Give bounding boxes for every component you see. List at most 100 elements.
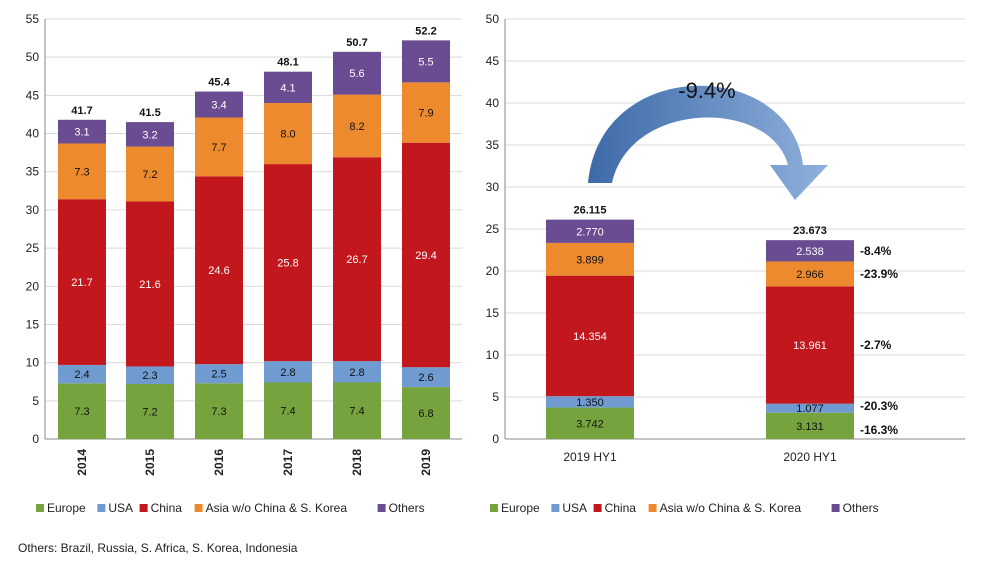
bar-segment-asia-w-o-china-s-korea — [126, 146, 174, 202]
legend-swatch-asia-w-o-china-s-korea — [194, 504, 203, 512]
data-label: 7.3 — [74, 166, 89, 178]
total-label: 45.4 — [208, 77, 230, 89]
legend-entry-europe: Europe — [47, 501, 86, 515]
legend-swatch-others — [831, 504, 840, 512]
data-label: 2.538 — [796, 246, 824, 258]
legend-swatch-china — [593, 504, 602, 512]
y-tick-label: 5 — [492, 390, 499, 404]
data-label: 1.077 — [796, 403, 824, 415]
total-label: 48.1 — [277, 57, 298, 69]
bar-segment-usa — [126, 366, 174, 385]
bar-segment-usa — [58, 364, 106, 384]
data-label: 3.4 — [211, 100, 226, 112]
total-label: 50.7 — [346, 37, 367, 49]
data-label: 2.3 — [142, 370, 157, 382]
bar-segment-europe — [58, 383, 106, 439]
data-label: 7.4 — [349, 406, 364, 418]
bar-segment-asia-w-o-china-s-korea — [195, 117, 243, 177]
footnote: Others: Brazil, Russia, S. Africa, S. Ko… — [18, 541, 298, 555]
bar-segment-europe — [195, 383, 243, 439]
bar-segment-others — [195, 91, 243, 118]
y-tick-label: 5 — [32, 394, 39, 408]
data-label: 2.4 — [74, 369, 89, 381]
data-label: 2.770 — [576, 226, 604, 238]
legend-swatch-asia-w-o-china-s-korea — [648, 504, 657, 512]
data-label: 29.4 — [415, 250, 436, 262]
legend-swatch-others — [377, 504, 386, 512]
y-tick-label: 45 — [26, 88, 40, 102]
data-label: 6.8 — [418, 408, 433, 420]
y-tick-label: 25 — [486, 222, 500, 236]
bar-segment-europe — [264, 382, 312, 439]
bar-segment-asia-w-o-china-s-korea — [333, 94, 381, 158]
bar-segment-others — [402, 40, 450, 83]
data-label: 3.1 — [74, 127, 89, 139]
total-label: 41.7 — [71, 105, 92, 117]
bar-segment-europe — [402, 387, 450, 439]
data-label: 25.8 — [277, 258, 298, 270]
bar-segment-europe — [766, 412, 854, 439]
legend-entry-others: Others — [389, 501, 425, 515]
data-label: 5.6 — [349, 68, 364, 80]
y-tick-label: 20 — [486, 264, 500, 278]
bar-segment-others — [333, 51, 381, 95]
data-label: 24.6 — [208, 265, 229, 277]
data-label: 7.9 — [418, 108, 433, 120]
y-tick-label: 55 — [26, 12, 40, 26]
half-year-sales-chart: 0 5 10 15 20 25 30 35 40 45 50 3.742 1.350 14.354 3.89… — [486, 12, 965, 515]
x-tick-label: 2014 — [75, 449, 89, 476]
data-label: 21.6 — [139, 279, 160, 291]
y-tick-label: 30 — [486, 180, 500, 194]
change-label-china: -2.7% — [860, 338, 892, 352]
bar-segment-europe — [546, 407, 634, 439]
y-tick-label: 10 — [486, 348, 500, 362]
bar-segment-china — [766, 286, 854, 404]
data-label: 7.2 — [142, 169, 157, 181]
legend-entry-usa: USA — [108, 501, 133, 515]
legend-entry-china: China — [151, 501, 183, 515]
data-label: 5.5 — [418, 56, 433, 68]
y-tick-label: 25 — [26, 241, 40, 255]
x-tick-label: 2019 — [419, 449, 433, 476]
data-label: 7.2 — [142, 407, 157, 419]
legend-swatch-europe — [36, 504, 44, 512]
x-tick-label: 2015 — [143, 449, 157, 476]
data-label: 1.350 — [576, 397, 604, 409]
legend-entry-others: Others — [843, 501, 879, 515]
total-label: 26.115 — [573, 205, 606, 217]
bar-segment-usa — [766, 403, 854, 413]
y-tick-label: 10 — [26, 356, 40, 370]
y-tick-label: 0 — [32, 432, 39, 446]
data-label: 2.6 — [418, 372, 433, 384]
data-label: 26.7 — [346, 254, 367, 266]
data-label: 14.354 — [573, 331, 607, 343]
bar-segment-asia-w-o-china-s-korea — [546, 242, 634, 276]
data-label: 2.8 — [349, 367, 364, 379]
bar-segment-asia-w-o-china-s-korea — [402, 82, 450, 143]
data-label: 2.5 — [211, 369, 226, 381]
y-tick-label: 15 — [486, 306, 500, 320]
bar-segment-usa — [546, 396, 634, 408]
bar-segment-china — [58, 199, 106, 365]
y-tick-label: 50 — [486, 12, 500, 26]
bar-segment-china — [264, 164, 312, 362]
bar-segment-others — [58, 119, 106, 144]
bar-segment-others — [264, 71, 312, 103]
bar-segment-others — [546, 219, 634, 243]
total-label: 23.673 — [793, 225, 827, 237]
legend-swatch-usa — [551, 504, 560, 512]
arrow-change-label: -9.4% — [678, 78, 735, 103]
data-label: 3.742 — [576, 418, 604, 430]
data-label: 3.899 — [576, 254, 604, 266]
y-tick-label: 30 — [26, 203, 40, 217]
annual-sales-chart: 0 5 10 15 20 25 30 35 40 45 50 55 7.3 2.4 21.7 7.3 3.1 41… — [26, 12, 462, 515]
bar-segment-others — [766, 240, 854, 262]
data-label: 2.966 — [796, 269, 824, 281]
bar-segment-europe — [126, 384, 174, 439]
bar-segment-china — [402, 142, 450, 368]
y-tick-label: 15 — [26, 317, 40, 331]
bar-segment-usa — [195, 364, 243, 384]
data-label: 7.3 — [211, 406, 226, 418]
x-tick-label: 2017 — [281, 449, 295, 476]
